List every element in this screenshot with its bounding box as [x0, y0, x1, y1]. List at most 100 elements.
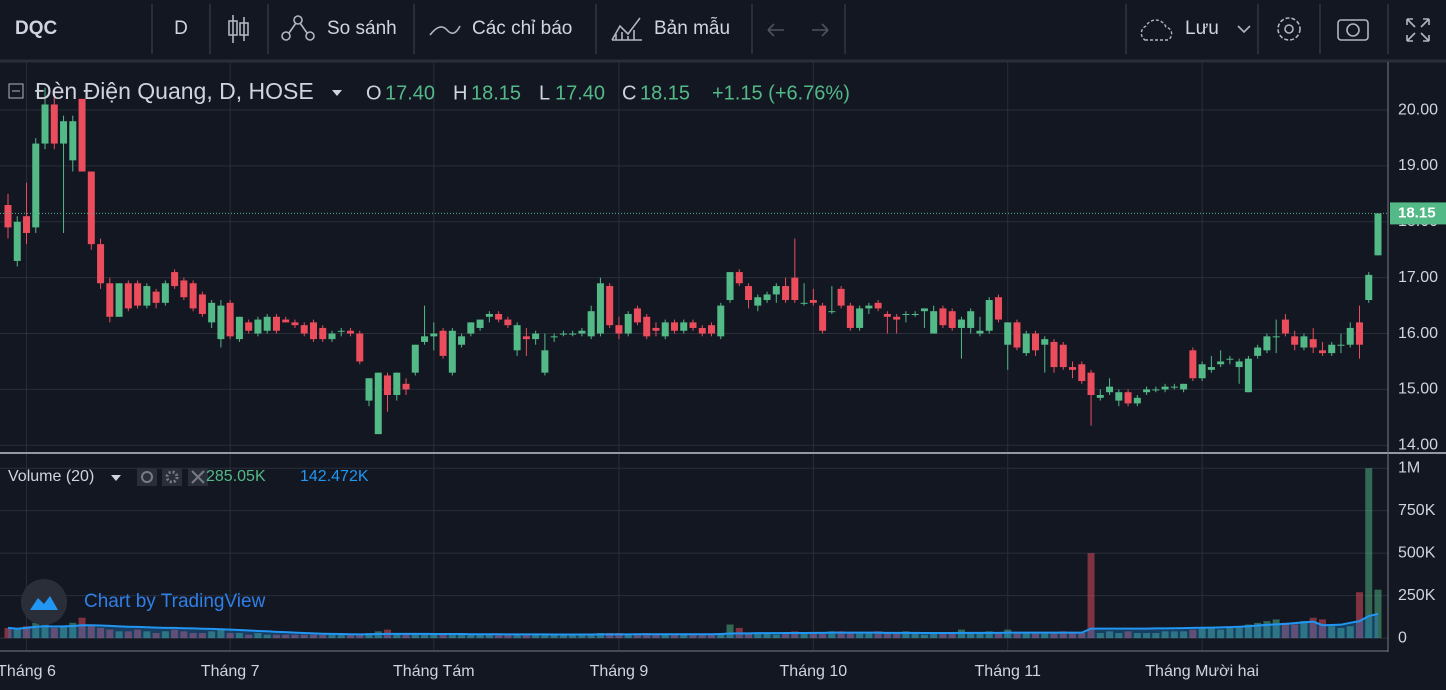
watermark-text[interactable]: Chart by TradingView: [84, 591, 266, 612]
candle-body: [1041, 339, 1049, 345]
volume-bar: [1041, 633, 1049, 639]
volume-bar: [920, 634, 928, 639]
volume-menu-icon[interactable]: [111, 475, 121, 481]
cloud-icon[interactable]: [1140, 19, 1173, 41]
undo-icon[interactable]: [767, 23, 784, 37]
volume-bar: [1032, 633, 1039, 639]
candle-body: [97, 244, 105, 284]
volume-ma-last: 142.472K: [300, 468, 369, 485]
volume-icons[interactable]: [137, 468, 208, 486]
candle-body: [902, 313, 910, 315]
symbol[interactable]: DQC: [15, 18, 58, 39]
compare-icon[interactable]: [281, 15, 315, 41]
candle-body: [1355, 322, 1363, 345]
candle-body: [670, 322, 678, 331]
candle-body: [217, 305, 225, 340]
candle-body: [337, 330, 345, 332]
y-tick-label: 19.00: [1398, 157, 1438, 174]
fullscreen-icon[interactable]: [1406, 18, 1430, 42]
candle-body: [189, 283, 197, 309]
candle-body: [1328, 344, 1336, 354]
volume-bar: [837, 631, 845, 639]
volume-bar: [1069, 633, 1077, 639]
volume-bar: [430, 634, 438, 639]
volume-bar: [328, 634, 336, 639]
volume-last: 285.05K: [206, 468, 266, 485]
candle-body: [393, 372, 401, 396]
candle-body: [1300, 336, 1308, 348]
compare[interactable]: So sánh: [327, 18, 397, 39]
volume-bar: [124, 631, 132, 639]
volume-bar: [883, 633, 891, 639]
volume-bar: [994, 633, 1002, 639]
volume-bar: [393, 633, 401, 639]
volume-bar: [1217, 629, 1225, 639]
templates[interactable]: Bản mẫu: [654, 17, 730, 39]
candle-body: [282, 319, 290, 323]
watermark-logo[interactable]: [21, 579, 67, 625]
x-tick-label: Tháng Mười hai: [1145, 663, 1259, 680]
candle-body: [263, 316, 271, 331]
candle-body: [458, 336, 466, 345]
screenshot-icon[interactable]: [1337, 19, 1369, 41]
interval[interactable]: D: [174, 18, 188, 39]
volume-bar: [1106, 631, 1114, 639]
redo-icon[interactable]: [812, 23, 829, 37]
candle-body: [245, 322, 253, 331]
candle-body: [911, 313, 919, 315]
watermark-logo[interactable]: [30, 596, 58, 610]
close-value: 18.15: [640, 82, 690, 104]
volume-bar: [596, 633, 604, 639]
volume-bar: [559, 634, 567, 639]
series-title[interactable]: Đèn Điện Quang, D, HOSE: [35, 78, 314, 104]
volume-bar: [1365, 468, 1373, 639]
volume-tick-label: 500K: [1398, 544, 1436, 561]
volume-bar: [50, 627, 58, 639]
volume-bar: [78, 617, 86, 639]
volume-bar: [698, 634, 706, 639]
y-tick-label: 20.00: [1398, 101, 1438, 118]
candle-body: [208, 302, 216, 323]
title-menu-icon[interactable]: [332, 90, 342, 96]
indicators-icon[interactable]: [429, 25, 461, 36]
candle-body: [32, 143, 40, 228]
candle-body: [152, 291, 160, 303]
settings-icon[interactable]: [1277, 17, 1301, 41]
volume-bar: [1152, 633, 1160, 639]
volume-bar: [902, 631, 910, 639]
low-value: 17.40: [555, 82, 605, 104]
save[interactable]: Lưu: [1185, 18, 1219, 39]
volume-bar: [874, 631, 882, 639]
candle-body: [300, 325, 308, 334]
volume-bar: [791, 631, 799, 639]
chart-style-icon[interactable]: [228, 15, 249, 43]
volume-bar: [467, 634, 475, 639]
high-label: H: [453, 82, 467, 104]
legend: Đèn Điện Quang, D, HOSE O 17.40 H 18.15 …: [8, 78, 850, 486]
volume-bar: [1337, 627, 1345, 639]
save-menu-icon[interactable]: [1237, 25, 1251, 34]
templates-icon[interactable]: [611, 17, 642, 41]
volume-bar: [1096, 633, 1104, 639]
candle-body: [957, 319, 965, 328]
candle-body: [13, 221, 21, 261]
watermark[interactable]: Chart by TradingView: [21, 579, 266, 625]
volume-bar: [939, 633, 947, 639]
candle-body: [1180, 383, 1188, 390]
collapse-icon[interactable]: [8, 83, 24, 99]
candle-body: [1143, 389, 1151, 393]
volume-bar: [1180, 631, 1188, 639]
volume-bar: [208, 631, 216, 639]
volume-bar: [1318, 619, 1326, 639]
candle-body: [708, 325, 716, 334]
candle-body: [1004, 322, 1012, 345]
candle-body: [994, 297, 1002, 320]
candle-body: [680, 322, 688, 331]
x-tick-label: Tháng 11: [975, 663, 1042, 680]
volume-bar: [161, 631, 169, 639]
volume-bar: [347, 634, 354, 639]
volume-bar: [717, 633, 725, 639]
candle-body: [106, 283, 114, 317]
indicators[interactable]: Các chỉ báo: [472, 18, 572, 39]
volume-title[interactable]: Volume (20): [8, 468, 94, 485]
